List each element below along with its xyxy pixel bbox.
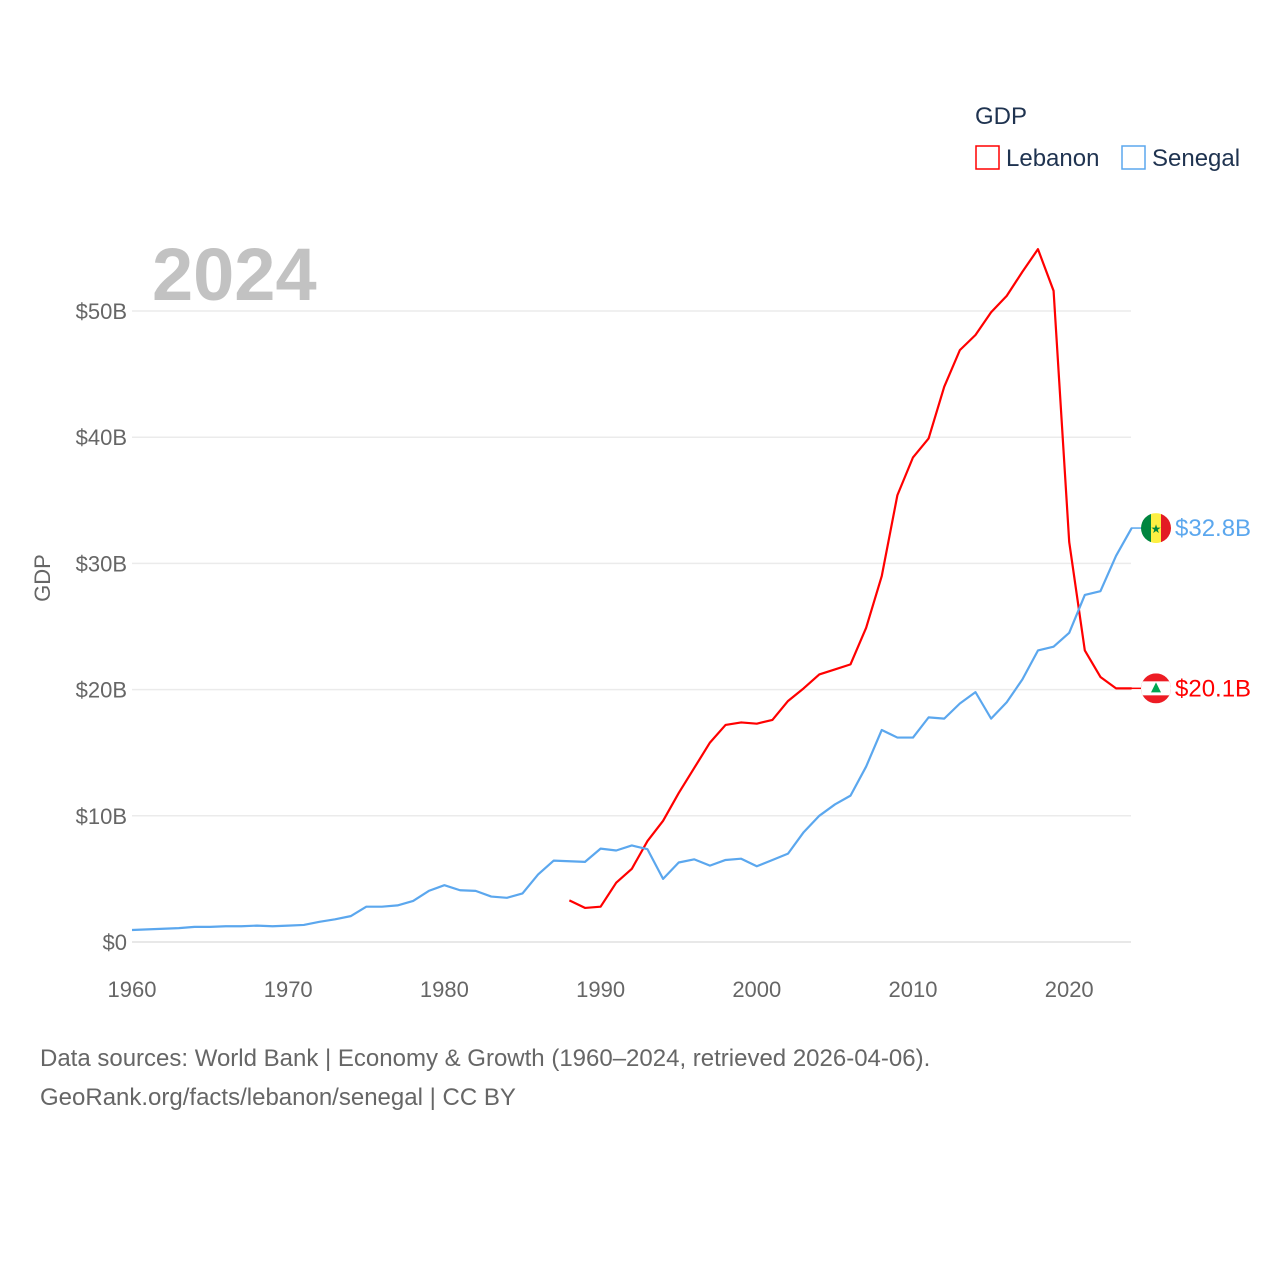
x-tick-label: 2010	[889, 977, 938, 1002]
x-tick-label: 1990	[576, 977, 625, 1002]
legend: GDP Lebanon Senegal	[975, 103, 1240, 172]
y-tick-label: $50B	[76, 299, 127, 324]
series-line-senegal	[131, 527, 1133, 932]
year-watermark: 2024	[152, 233, 317, 316]
x-tick-label: 2000	[732, 977, 781, 1002]
y-axis-label: GDP	[30, 554, 55, 602]
y-tick-label: $40B	[76, 425, 127, 450]
y-tick-label: $20B	[76, 678, 127, 703]
y-tick-label: $30B	[76, 551, 127, 576]
y-tick-label: $10B	[76, 804, 127, 829]
legend-item-senegal[interactable]: Senegal	[1121, 145, 1240, 172]
legend-swatch-lebanon	[975, 145, 1000, 170]
legend-item-lebanon[interactable]: Lebanon	[975, 145, 1099, 172]
x-tick-label: 1970	[264, 977, 313, 1002]
x-tick-label: 2020	[1045, 977, 1094, 1002]
x-tick-label: 1960	[108, 977, 157, 1002]
legend-title: GDP	[975, 103, 1027, 130]
legend-label-senegal: Senegal	[1152, 145, 1240, 172]
end-value-label-senegal: $32.8B	[1175, 515, 1251, 542]
x-tick-label: 1980	[420, 977, 469, 1002]
lebanon-flag-icon	[1141, 673, 1171, 704]
end-value-label-lebanon: $20.1B	[1175, 675, 1251, 702]
legend-label-lebanon: Lebanon	[1006, 145, 1099, 172]
y-tick-label: $0	[103, 930, 127, 955]
legend-swatch-senegal	[1121, 145, 1146, 170]
svg-text:★: ★	[1151, 522, 1162, 536]
series-line-lebanon	[568, 248, 1132, 910]
attribution-link[interactable]: GeoRank.org/facts/lebanon/senegal | CC B…	[40, 1084, 516, 1111]
data-source-note: Data sources: World Bank | Economy & Gro…	[40, 1045, 931, 1072]
senegal-flag-icon: ★	[1141, 513, 1171, 544]
